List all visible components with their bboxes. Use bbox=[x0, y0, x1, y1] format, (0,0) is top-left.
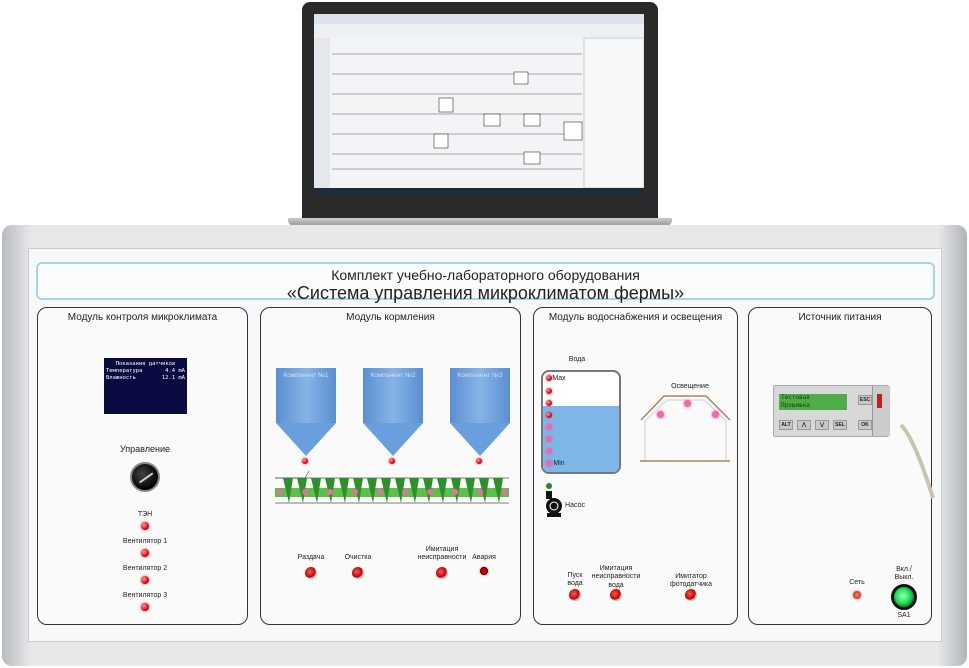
pump-icon bbox=[546, 491, 562, 517]
plc-module-side bbox=[872, 386, 890, 436]
silo-led bbox=[389, 458, 395, 464]
light-led bbox=[657, 411, 664, 418]
silo-led bbox=[302, 458, 308, 464]
switch-label: Вкл./ Выкл. bbox=[894, 566, 914, 582]
panel-title: Комплект учебно-лабораторного оборудован… bbox=[36, 262, 935, 303]
level-led bbox=[546, 424, 552, 430]
silo-label: Компонент №3 bbox=[457, 372, 503, 379]
silo: Компонент №2 bbox=[363, 368, 423, 456]
cleaning-button[interactable] bbox=[352, 567, 364, 579]
silo-led bbox=[476, 458, 482, 464]
down-key[interactable]: ⋁ bbox=[815, 420, 829, 430]
lcd-line: Тестовая bbox=[781, 394, 810, 401]
button-label: Пуск вода bbox=[567, 572, 583, 588]
display-value: 4.4 mA bbox=[165, 368, 185, 375]
alt-key[interactable]: ALT bbox=[779, 420, 793, 430]
microclimate-module: Модуль контроля микроклимата Показания д… bbox=[37, 307, 248, 625]
plc-operator-panel: Тестовая Прошивка ALT ⋀ ⋁ SEL ESC OK bbox=[773, 385, 890, 437]
silo: Компонент №1 bbox=[276, 368, 336, 456]
sel-key[interactable]: SEL bbox=[833, 420, 847, 430]
panel-title-line1: Комплект учебно-лабораторного оборудован… bbox=[331, 267, 640, 283]
feeding-module: Модуль кормления Компонент №1 Компонент … bbox=[260, 307, 521, 625]
ok-key[interactable]: OK bbox=[858, 420, 872, 430]
level-led bbox=[546, 412, 552, 418]
laptop-screen-software bbox=[314, 14, 644, 196]
level-led bbox=[546, 388, 552, 394]
up-key[interactable]: ⋀ bbox=[797, 420, 811, 430]
indicator-label: Вентилятор 2 bbox=[122, 565, 168, 572]
control-label: Управление bbox=[119, 444, 171, 454]
level-led bbox=[546, 400, 552, 406]
display-header: Показания датчиков bbox=[115, 361, 176, 367]
level-min-label: Min bbox=[553, 460, 565, 467]
module-title: Модуль кормления bbox=[346, 312, 435, 323]
silo-label: Компонент №1 bbox=[283, 372, 329, 379]
silo-label: Компонент №2 bbox=[370, 372, 416, 379]
module-title: Источник питания bbox=[798, 312, 882, 323]
level-led bbox=[546, 436, 552, 442]
indicator-label: Вентилятор 1 bbox=[122, 538, 168, 545]
power-module: Источник питания Тестовая Прошивка ALT ⋀… bbox=[748, 307, 935, 625]
sensor-display: Показания датчиков Температура 4.4 mA Вла… bbox=[104, 358, 187, 414]
button-label: Очистка bbox=[344, 554, 372, 561]
alarm-label: Авария bbox=[472, 554, 496, 561]
lcd-line: Прошивка bbox=[781, 402, 810, 409]
water-level bbox=[543, 406, 619, 472]
button-label: Имитатор фотодатчика bbox=[669, 573, 713, 589]
fault-simulation-button[interactable] bbox=[436, 567, 448, 579]
silo: Компонент №3 bbox=[450, 368, 510, 456]
water-tank bbox=[541, 370, 621, 474]
indicator-led bbox=[141, 549, 149, 557]
module-title: Модуль контроля микроклимата bbox=[67, 312, 218, 323]
panel-title-line2: «Система управления микроклиматом фермы» bbox=[286, 283, 685, 303]
level-led bbox=[546, 460, 552, 466]
level-led bbox=[546, 375, 552, 381]
water-lighting-module: Модуль водоснабжения и освещения Вода Ma… bbox=[533, 307, 738, 625]
indicator-label: ТЭН bbox=[137, 511, 153, 518]
tank-label: Вода bbox=[568, 356, 586, 363]
button-label: Имитация неисправности bbox=[417, 546, 467, 562]
alarm-led bbox=[480, 567, 488, 575]
level-max-label: Max bbox=[552, 375, 566, 382]
display-label: Температура bbox=[106, 368, 143, 375]
module-title: Модуль водоснабжения и освещения bbox=[548, 312, 723, 323]
laptop-base bbox=[288, 218, 672, 226]
plc-diagram-editor bbox=[314, 14, 644, 196]
display-label: Влажность bbox=[106, 375, 136, 382]
laptop bbox=[302, 2, 658, 220]
indicator-label: Вентилятор 3 bbox=[122, 592, 168, 599]
net-label: Сеть bbox=[849, 579, 865, 586]
light-led bbox=[684, 400, 691, 407]
pump-label: Насос bbox=[565, 502, 585, 509]
indicator-led bbox=[141, 576, 149, 584]
indicator-led bbox=[141, 522, 149, 530]
net-led bbox=[853, 591, 861, 599]
level-led bbox=[546, 448, 552, 454]
lighting-label: Освещение bbox=[671, 383, 709, 390]
pump-led bbox=[546, 483, 552, 489]
power-switch[interactable] bbox=[891, 584, 917, 610]
light-led bbox=[712, 411, 719, 418]
button-label: Имитация неисправности вода bbox=[591, 565, 641, 589]
display-value: 12.1 mA bbox=[161, 375, 185, 382]
control-knob[interactable] bbox=[130, 462, 160, 492]
indicator-led bbox=[141, 603, 149, 611]
plc-lcd: Тестовая Прошивка bbox=[779, 394, 847, 410]
switch-id-label: SA1 bbox=[897, 612, 911, 619]
auger-conveyor bbox=[275, 470, 509, 504]
photosensor-button[interactable] bbox=[685, 589, 697, 601]
water-fault-button[interactable] bbox=[610, 589, 622, 601]
esc-key[interactable]: ESC bbox=[858, 395, 872, 405]
water-start-button[interactable] bbox=[569, 589, 581, 601]
cable bbox=[899, 423, 935, 499]
button-label: Раздача bbox=[297, 554, 325, 561]
dispense-button[interactable] bbox=[305, 567, 317, 579]
